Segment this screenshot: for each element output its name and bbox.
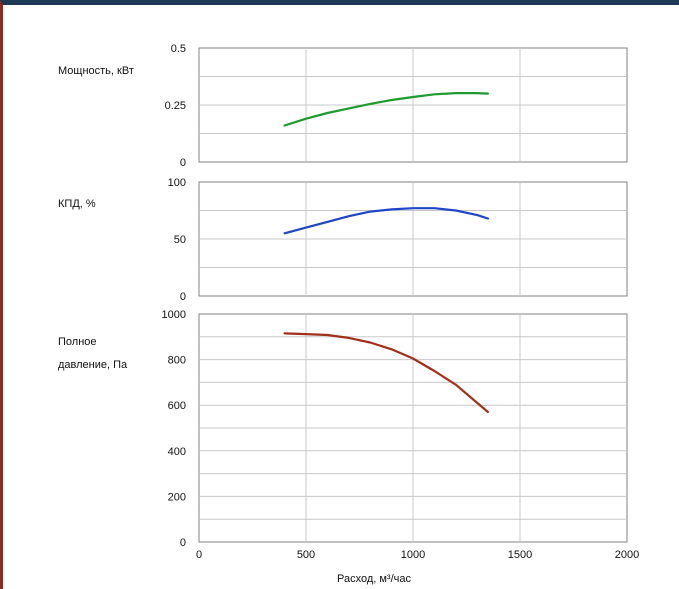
series-line-2-0	[283, 332, 489, 414]
chart-panel-1: 0 50 100 КПД, %	[58, 177, 628, 303]
series-line-1-0	[283, 207, 489, 235]
y-tick-label: 100	[168, 177, 186, 189]
y-tick-label: 0	[180, 291, 186, 303]
y-axis-title-line-1: Полное	[58, 336, 97, 348]
x-tick-label: 2000	[615, 549, 639, 561]
chart-panel-2: 0 200 400 600 800 1000 Полное давление, Па 0 500 1…	[58, 309, 639, 585]
x-tick-label: 500	[297, 549, 315, 561]
y-tick-label: 400	[168, 446, 186, 458]
y-tick-label: 0.5	[171, 43, 186, 55]
y-tick-label: 0	[180, 537, 186, 549]
y-tick-label: 200	[168, 491, 186, 503]
y-tick-label: 0	[180, 157, 186, 169]
y-axis-title: КПД, %	[58, 198, 96, 210]
x-tick-label: 0	[196, 549, 202, 561]
x-tick-label: 1000	[401, 549, 425, 561]
y-tick-label: 50	[174, 234, 186, 246]
y-tick-label: 0.25	[165, 100, 186, 112]
y-axis-title-line-2: давление, Па	[58, 359, 128, 371]
x-tick-label: 1500	[508, 549, 532, 561]
y-tick-label: 600	[168, 400, 186, 412]
chart-panel-0: 0 0.25 0.5 Мощность, кВт	[58, 43, 628, 169]
y-tick-label: 1000	[162, 309, 186, 321]
x-axis-title: Расход, м³/час	[337, 573, 412, 585]
series-line-0-0	[283, 92, 489, 127]
y-tick-label: 800	[168, 355, 186, 367]
y-axis-title: Мощность, кВт	[58, 65, 134, 77]
